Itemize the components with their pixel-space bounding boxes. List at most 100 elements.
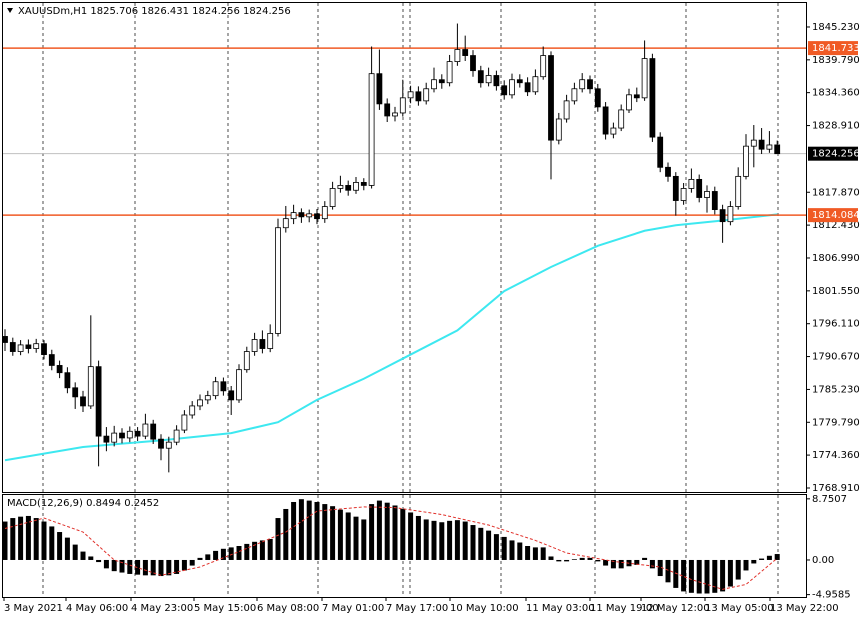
candle-body [189, 405, 196, 416]
candle-body [563, 100, 570, 120]
y-tick-label: 1812.430 [812, 220, 860, 231]
macd-bar [712, 559, 718, 593]
macd-bar [205, 554, 211, 560]
macd-bar [587, 557, 593, 560]
y-tick-label: 1828.910 [812, 121, 860, 132]
candle-body [165, 441, 172, 449]
x-tick-label: 11 May 03:00 [526, 603, 595, 614]
candle-body [571, 88, 578, 102]
y-tick-label: 1774.360 [812, 450, 860, 461]
macd-bar [189, 559, 195, 566]
macd-bar [41, 521, 47, 560]
candle-body [431, 79, 437, 90]
candle-body [649, 58, 656, 138]
macd-bar [673, 559, 679, 588]
candle-body [618, 109, 625, 129]
candle-body [56, 365, 63, 374]
candle-body [158, 438, 164, 449]
macd-bar [751, 559, 757, 564]
macd-bar [88, 556, 94, 560]
symbol-icon [7, 8, 13, 13]
macd-bar [603, 559, 609, 566]
x-tick-label: 5 May 15:00 [194, 603, 256, 614]
macd-bar [158, 559, 164, 577]
macd-bar [688, 559, 694, 593]
candle-body [548, 55, 554, 141]
x-tick-label: 4 May 23:00 [131, 603, 193, 614]
macd-bar [337, 509, 343, 560]
y-tick-label: 1806.990 [812, 253, 860, 264]
candle-body [672, 175, 679, 201]
candle-body [680, 188, 687, 201]
candle-body [282, 218, 289, 229]
macd-bar [462, 521, 468, 560]
candle-body [470, 55, 476, 72]
macd-bar [517, 542, 523, 560]
price-tag [808, 146, 858, 161]
candle-body [665, 166, 671, 177]
candle-body [345, 185, 352, 191]
macd-bar [540, 547, 546, 560]
x-tick-label: 7 May 17:00 [386, 603, 448, 614]
signal-line [4, 506, 778, 590]
macd-bar [649, 559, 655, 569]
macd-bar [353, 516, 359, 560]
candle-body [87, 366, 94, 407]
macd-bar [509, 540, 515, 560]
x-tick-label: 3 May 2021 [4, 603, 63, 614]
candle-body [290, 212, 297, 220]
x-tick-label: 10 May 10:00 [450, 603, 519, 614]
macd-bar [314, 501, 320, 560]
candle-body [337, 185, 344, 189]
macd-bar [704, 559, 710, 594]
candle-body [134, 430, 141, 437]
macd-bar [119, 559, 125, 573]
macd-bar [80, 551, 86, 560]
macd-bar [252, 541, 258, 560]
candle-body [41, 343, 47, 355]
macd-bar [423, 519, 429, 560]
macd-bar [228, 547, 234, 560]
candle-body [579, 79, 586, 90]
macd-bar [696, 559, 702, 594]
candle-body [555, 118, 562, 141]
candle-body [95, 366, 102, 437]
candle-body [384, 103, 391, 117]
candle-body [774, 144, 781, 155]
y-tick-label: 1785.230 [812, 384, 860, 395]
moving-average [4, 213, 778, 462]
macd-bar [2, 521, 8, 560]
macd-bar [330, 506, 336, 560]
candle-body [181, 414, 188, 431]
y-tick-label: 1801.550 [812, 286, 860, 297]
macd-bar [150, 559, 156, 576]
candle-body [267, 333, 274, 349]
macd-bar [548, 556, 554, 560]
candle-body [360, 182, 367, 186]
macd-bar [384, 502, 390, 560]
y-tick-label: 1834.360 [812, 88, 860, 99]
macd-bar [236, 546, 242, 560]
price-tag-label: 1841.733 [812, 43, 860, 54]
candle-body [602, 106, 609, 135]
macd-bar [470, 525, 476, 560]
macd-bar [408, 512, 414, 560]
x-tick-label: 6 May 08:00 [257, 603, 319, 614]
macd-bar [267, 539, 273, 560]
candle-body [103, 435, 110, 443]
candle-body [204, 395, 211, 401]
macd-bar [49, 526, 55, 560]
macd-bar [72, 544, 78, 560]
macd-bar [501, 536, 507, 560]
macd-bar [259, 540, 265, 560]
candle-body [228, 390, 235, 401]
y-tick-label: -4.9585 [812, 590, 851, 601]
candle-body [150, 423, 157, 440]
candle-body [48, 354, 55, 366]
macd-bar [642, 557, 648, 560]
candle-body [532, 76, 539, 93]
candle-body [80, 396, 86, 407]
macd-bar [556, 559, 562, 562]
macd-bar [369, 504, 375, 560]
candle-body [314, 213, 320, 220]
